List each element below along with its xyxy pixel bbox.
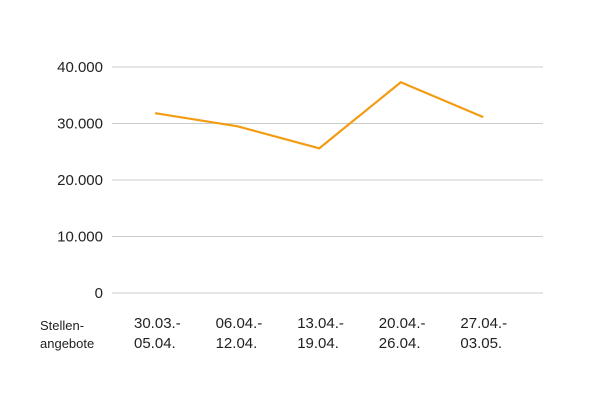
- x-tick-label-line: 12.04.: [216, 335, 258, 352]
- x-tick-label-line: 19.04.: [297, 335, 339, 352]
- x-tick-label: 20.04.- 26.04.: [379, 315, 426, 352]
- x-tick-label-line: 26.04.: [379, 335, 421, 352]
- y-axis-label-line: Stellen-: [40, 318, 84, 333]
- x-tick-label-line: 30.03.-: [134, 315, 181, 332]
- x-tick-label-line: 27.04.-: [460, 315, 507, 332]
- data-point: [155, 112, 157, 115]
- x-tick-label: 13.04.- 19.04.: [297, 315, 344, 352]
- y-tick-label: 40.000: [57, 59, 103, 76]
- y-axis-label: Stellen-angebote: [40, 318, 94, 351]
- data-point: [236, 125, 239, 128]
- series-line: [154, 81, 484, 150]
- x-tick-label-line: 03.05.: [460, 335, 502, 352]
- data-point: [318, 147, 321, 150]
- x-axis-ticks: 30.03.- 05.04. 06.04.- 12.04. 13.04.- 19.04. 2…: [134, 315, 507, 352]
- x-tick-label: 27.04.- 03.05.: [460, 315, 507, 352]
- y-tick-label: 20.000: [57, 172, 103, 189]
- y-tick-label: 0: [95, 285, 103, 302]
- gridlines: [112, 66, 543, 294]
- series-group: [154, 81, 484, 150]
- x-tick-label-line: 13.04.-: [297, 315, 344, 332]
- y-axis-label-line: angebote: [40, 336, 94, 351]
- x-tick-label-line: 06.04.-: [216, 315, 263, 332]
- data-point: [399, 81, 402, 84]
- x-tick-label: 06.04.- 12.04.: [216, 315, 263, 352]
- x-tick-label: 30.03.- 05.04.: [134, 315, 181, 352]
- x-tick-label-line: 20.04.-: [379, 315, 426, 332]
- y-axis-ticks: 0 10.000 20.000 30.000 40.000: [57, 59, 103, 302]
- y-tick-label: 30.000: [57, 116, 103, 133]
- x-tick-label-line: 05.04.: [134, 335, 176, 352]
- y-tick-label: 10.000: [57, 229, 103, 246]
- data-point: [481, 115, 484, 118]
